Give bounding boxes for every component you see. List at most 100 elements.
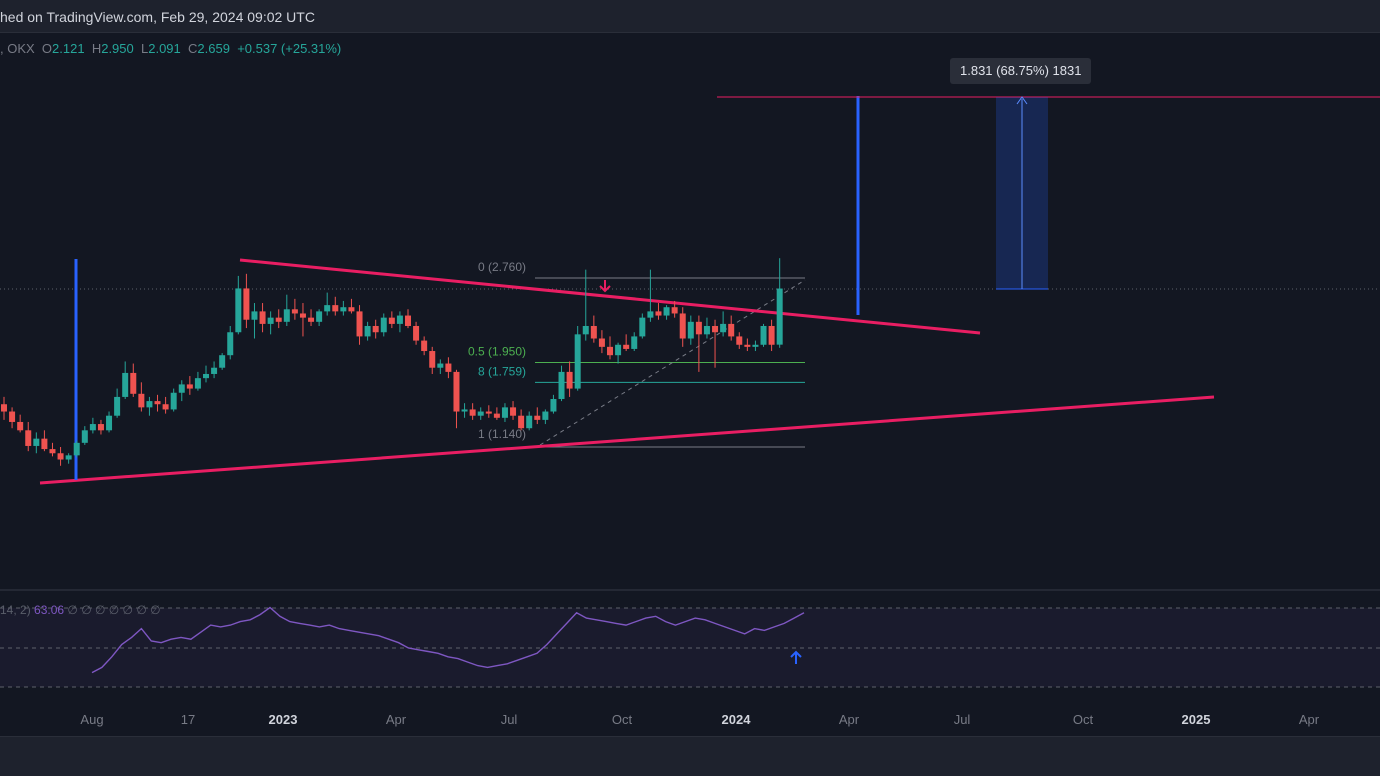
candle-body bbox=[259, 311, 266, 324]
rsi-line bbox=[91, 606, 805, 674]
candle-body bbox=[65, 455, 72, 460]
lower-trendline bbox=[39, 395, 1215, 485]
candle-body bbox=[566, 371, 573, 389]
ohlc-legend: , OKX O2.121 H2.950 L2.091 C2.659 +0.537… bbox=[0, 41, 341, 56]
candle-body bbox=[768, 325, 775, 345]
candle-body bbox=[671, 307, 678, 314]
candle-body bbox=[17, 421, 24, 431]
candle-body bbox=[720, 323, 727, 333]
candle-body bbox=[453, 371, 460, 412]
candle-body bbox=[348, 307, 355, 312]
close-label: C bbox=[188, 41, 198, 56]
fib-retracement[interactable]: 0 (2.760) 0.5 (1.950) 8 (1.759) 1 (1.140) bbox=[468, 260, 806, 448]
candle-body bbox=[372, 325, 379, 333]
candle-body bbox=[598, 338, 605, 347]
candle-body bbox=[421, 340, 428, 352]
candle-body bbox=[574, 334, 581, 389]
candle-body bbox=[146, 401, 153, 408]
candle-body bbox=[275, 317, 282, 322]
low-value: 2.091 bbox=[148, 41, 181, 56]
candle-body bbox=[33, 438, 40, 446]
candle-body bbox=[267, 317, 274, 324]
candle-body bbox=[380, 317, 387, 333]
candle-body bbox=[178, 384, 185, 393]
candle-body bbox=[89, 424, 96, 431]
down-arrow-icon bbox=[599, 280, 611, 293]
candle-body bbox=[114, 396, 121, 416]
x-tick-label: Oct bbox=[612, 712, 633, 727]
candle-body bbox=[526, 415, 533, 429]
candle-body bbox=[49, 449, 56, 454]
candle-body bbox=[106, 415, 113, 431]
candle-body bbox=[542, 411, 549, 420]
x-tick-label: Apr bbox=[839, 712, 860, 727]
candle-body bbox=[364, 325, 371, 337]
candle-body bbox=[235, 288, 242, 333]
candle-body bbox=[130, 372, 137, 394]
fib-level-label: 8 (1.759) bbox=[478, 364, 526, 378]
candle-body bbox=[663, 307, 670, 316]
high-value: 2.950 bbox=[101, 41, 134, 56]
rsi-value: 63.06 bbox=[34, 603, 65, 617]
fib-level-label: 1 (1.140) bbox=[478, 427, 526, 441]
rsi-panel bbox=[0, 606, 1380, 688]
fib-level-label: 0.5 (1.950) bbox=[468, 345, 526, 359]
candle-body bbox=[203, 373, 209, 379]
candle-body bbox=[154, 401, 161, 405]
candle-body bbox=[736, 336, 743, 345]
x-tick-label: Apr bbox=[1299, 712, 1320, 727]
published-text: hed on TradingView.com, Feb 29, 2024 09:… bbox=[0, 9, 315, 25]
open-label: O bbox=[41, 41, 53, 56]
candle-body bbox=[744, 344, 751, 347]
candle-body bbox=[251, 311, 258, 320]
candle-body bbox=[186, 384, 193, 389]
candle-body bbox=[647, 311, 654, 318]
candle-body bbox=[518, 415, 525, 429]
candle-body bbox=[227, 332, 234, 356]
close-value: 2.659 bbox=[197, 41, 230, 56]
upper-trendline bbox=[239, 258, 981, 335]
candle-body bbox=[97, 424, 104, 431]
candle-body bbox=[655, 311, 662, 316]
candle-body bbox=[485, 411, 492, 414]
up-arrow-icon bbox=[790, 650, 802, 664]
candle-body bbox=[590, 325, 597, 339]
candle-body bbox=[687, 321, 694, 339]
x-axis: Aug 17 2023 Apr Jul Oct 2024 Apr Jul Oct 2025 Apr bbox=[80, 712, 1319, 727]
exchange-label: , OKX bbox=[0, 41, 35, 56]
candle-body bbox=[25, 430, 32, 446]
x-tick-label: 2024 bbox=[722, 712, 752, 727]
candle-body bbox=[445, 363, 452, 372]
candle-body bbox=[510, 407, 517, 416]
candle-body bbox=[299, 313, 306, 318]
high-label: H bbox=[91, 41, 102, 56]
candle-body bbox=[138, 393, 145, 408]
candle-body bbox=[162, 404, 169, 410]
header-bar: hed on TradingView.com, Feb 29, 2024 09:… bbox=[0, 0, 1380, 33]
candle-body bbox=[631, 336, 638, 349]
candle-body bbox=[493, 413, 500, 418]
candle-body bbox=[639, 317, 646, 337]
candle-body bbox=[73, 442, 80, 456]
fib-level-label: 0 (2.760) bbox=[478, 260, 526, 274]
candle-body bbox=[550, 399, 557, 412]
candle-body bbox=[308, 317, 315, 322]
candle-body bbox=[501, 407, 508, 418]
drawings[interactable] bbox=[39, 96, 1380, 485]
x-tick-label: Aug bbox=[80, 712, 103, 727]
x-tick-label: 17 bbox=[181, 712, 195, 727]
x-tick-label: Oct bbox=[1073, 712, 1094, 727]
candle-body bbox=[41, 438, 48, 450]
candle-body bbox=[776, 288, 783, 345]
candle-body bbox=[607, 346, 613, 356]
candle-body bbox=[396, 315, 403, 324]
change-value: +0.537 (+25.31%) bbox=[237, 41, 342, 56]
x-tick-label: Jul bbox=[954, 712, 971, 727]
candle-body bbox=[437, 363, 444, 368]
candle-body bbox=[695, 321, 702, 335]
candle-body bbox=[469, 409, 476, 416]
candle-body bbox=[81, 430, 88, 443]
candle-body bbox=[1, 404, 7, 412]
rsi-params: 14, 2) bbox=[0, 603, 31, 617]
